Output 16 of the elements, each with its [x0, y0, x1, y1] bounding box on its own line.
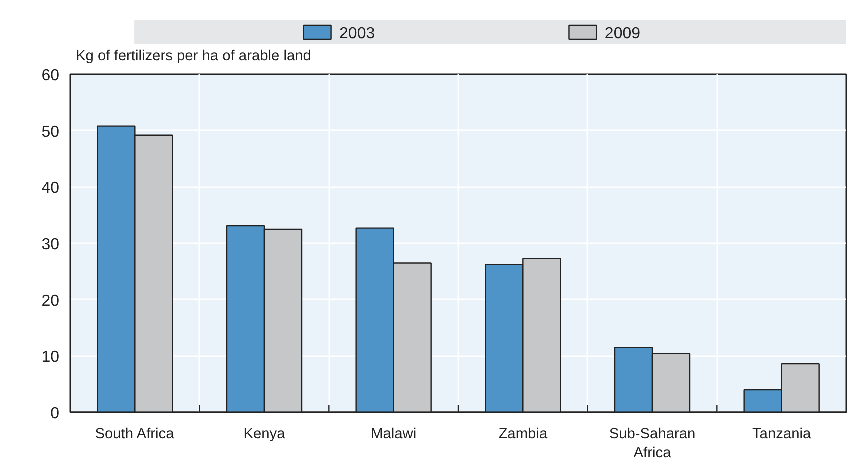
y-tick-label: 30 — [42, 236, 60, 254]
x-tick-label: Zambia — [498, 426, 548, 442]
y-tick-label: 20 — [42, 292, 60, 310]
x-tick-label: Kenya — [244, 426, 286, 442]
y-tick-label: 50 — [42, 124, 60, 141]
legend-label: 2003 — [340, 26, 376, 42]
y-tick-label: 60 — [42, 68, 60, 84]
y-tick-label: 40 — [42, 180, 60, 198]
x-tick-label: Tanzania — [752, 426, 812, 442]
x-tick-label: Sub-Saharan Africa — [609, 426, 696, 462]
y-tick-label: 0 — [50, 406, 60, 422]
legend-label: 2009 — [604, 26, 641, 42]
x-tick-label: Malawi — [371, 426, 417, 442]
x-tick-label: South Africa — [95, 426, 176, 442]
y-axis-title: Kg of fertilizers per ha of arable land — [76, 48, 312, 64]
y-tick-label: 10 — [42, 349, 60, 366]
